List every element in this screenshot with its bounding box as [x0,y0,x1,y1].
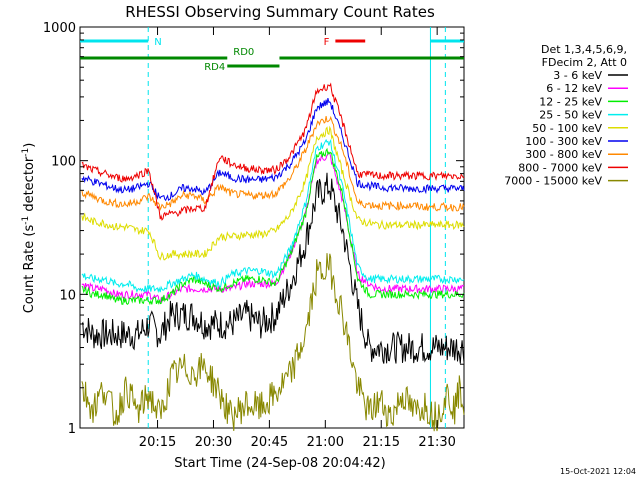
legend-header-line-2: FDecim 2, Att 0 [542,56,627,69]
series-line [81,253,465,432]
legend-label: 25 - 50 keV [539,109,602,122]
flag-label: RD4 [204,62,225,73]
series-line [81,125,465,261]
plot-frame [79,26,465,429]
x-tick-label: 21:00 [307,435,344,450]
y-tick-label: 1 [68,422,76,437]
flag-bars: N F RD0 RD4 [80,37,464,73]
series-line [81,138,465,294]
legend-label: 12 - 25 keV [539,95,602,108]
y-axis-label: Count Rate (s-1 detector-1) [21,143,37,314]
legend-label: 6 - 12 keV [546,82,602,95]
legend-label: 800 - 7000 keV [518,161,602,174]
axis-ticks: 1 10 100 1000 20:15 20:30 20:45 21:00 21:15 21:30 [43,21,464,450]
x-tick-label: 20:15 [139,435,176,450]
legend-label: 7000 - 15000 keV [504,175,602,188]
series-line [81,115,465,212]
legend-header-line-1: Det 1,3,4,5,6,9, [541,43,627,56]
flag-label: N [154,37,161,48]
chart-title: RHESSI Observing Summary Count Rates [125,3,435,21]
legend-label: 300 - 800 keV [525,148,602,161]
x-tick-label: 20:45 [251,435,288,450]
x-tick-label: 20:30 [195,435,232,450]
series-line [81,97,465,202]
flag-label: RD0 [233,47,254,58]
series-lines [81,82,465,432]
y-tick-label: 100 [51,155,76,170]
legend-label: 100 - 300 keV [525,135,602,148]
legend-label: 3 - 6 keV [553,69,602,82]
flag-label: F [324,37,330,48]
y-tick-label: 10 [59,288,76,303]
series-line [81,172,465,364]
series-line [81,82,465,221]
legend-label: 50 - 100 keV [532,122,602,135]
x-tick-label: 21:15 [363,435,400,450]
footer-date: 15-Oct-2021 12:04 [560,467,636,476]
y-tick-label: 1000 [43,21,76,36]
x-tick-label: 21:30 [418,435,455,450]
x-axis-label: Start Time (24-Sep-08 20:04:42) [174,456,385,471]
series-line [81,147,465,306]
